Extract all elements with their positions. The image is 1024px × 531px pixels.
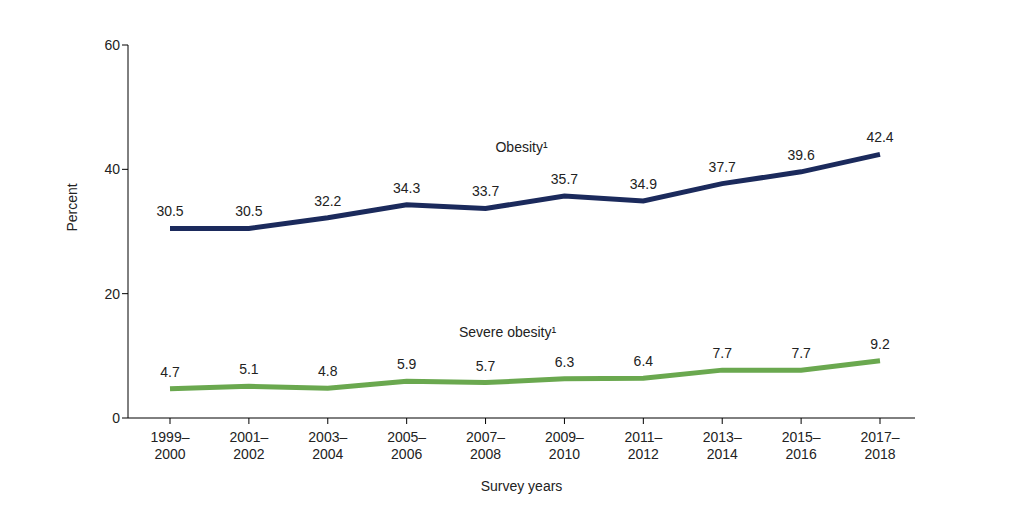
svg-text:60: 60 [104,37,120,53]
svg-text:2003–2004: 2003–2004 [308,429,347,462]
svg-text:5.9: 5.9 [397,356,417,372]
svg-text:30.5: 30.5 [235,203,262,219]
svg-text:2005–2006: 2005–2006 [387,429,426,462]
svg-text:34.3: 34.3 [393,180,420,196]
svg-text:6.4: 6.4 [634,353,654,369]
svg-text:7.7: 7.7 [791,345,811,361]
svg-text:40: 40 [104,161,120,177]
svg-text:32.2: 32.2 [314,193,341,209]
svg-text:Survey years: Survey years [481,478,563,494]
svg-text:4.8: 4.8 [318,363,338,379]
svg-text:2013–2014: 2013–2014 [703,429,742,462]
svg-text:7.7: 7.7 [712,345,732,361]
svg-text:33.7: 33.7 [472,183,499,199]
svg-text:34.9: 34.9 [630,176,657,192]
svg-text:2009–2010: 2009–2010 [545,429,584,462]
svg-text:1999–2000: 1999–2000 [151,429,190,462]
svg-text:2001–2002: 2001–2002 [229,429,268,462]
svg-text:20: 20 [104,286,120,302]
svg-text:37.7: 37.7 [709,159,736,175]
svg-text:Severe obesity¹: Severe obesity¹ [459,324,557,340]
svg-text:9.2: 9.2 [870,336,890,352]
svg-text:5.1: 5.1 [239,361,259,377]
svg-text:4.7: 4.7 [160,364,180,380]
svg-text:0: 0 [112,410,120,426]
svg-text:42.4: 42.4 [866,129,893,145]
svg-text:39.6: 39.6 [787,147,814,163]
svg-text:30.5: 30.5 [156,203,183,219]
svg-text:2015–2016: 2015–2016 [782,429,821,462]
svg-text:Obesity¹: Obesity¹ [495,139,547,155]
svg-text:2011–2012: 2011–2012 [624,429,662,462]
svg-text:2017–2018: 2017–2018 [861,429,900,462]
svg-text:35.7: 35.7 [551,171,578,187]
svg-text:Percent: Percent [64,183,80,231]
svg-text:5.7: 5.7 [476,358,496,374]
svg-text:6.3: 6.3 [555,354,575,370]
svg-text:2007–2008: 2007–2008 [466,429,505,462]
